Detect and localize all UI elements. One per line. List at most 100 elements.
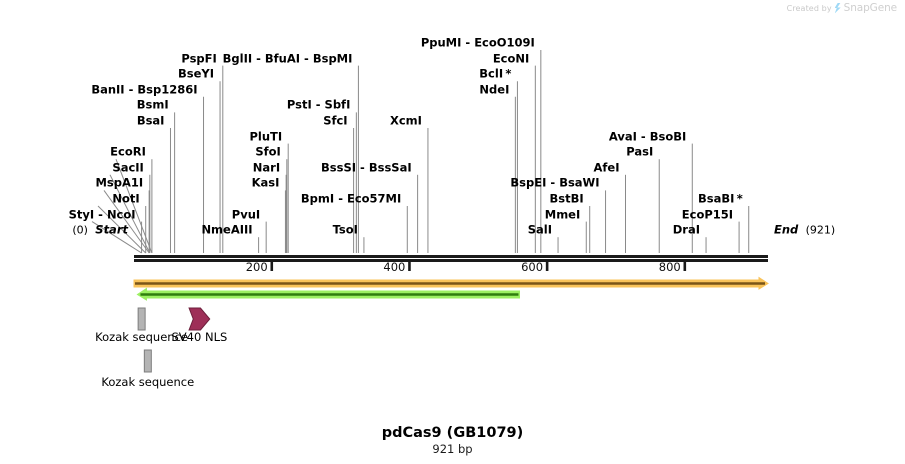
enzyme-label[interactable]: KasI (244, 176, 280, 190)
enzyme-label[interactable]: PstI - SbfI (280, 97, 351, 112)
enzyme-label[interactable]: XcmI (383, 114, 422, 128)
ruler-tick-label: 800 (659, 260, 681, 274)
feature-kozak-upper[interactable] (137, 307, 146, 331)
enzyme-name: PstI (286, 97, 312, 112)
enzyme-label[interactable]: BglII - BfuAI - BspMI (215, 51, 353, 66)
enzyme-label[interactable]: TsoI (325, 223, 358, 237)
end-terminal-label[interactable]: End (921) (774, 222, 835, 237)
enzyme-name-separator: - (334, 191, 347, 206)
enzyme-label[interactable]: BpmI - Eco57MI (294, 191, 402, 206)
feature-orange-track[interactable] (133, 276, 769, 290)
enzyme-name: StyI (68, 207, 95, 222)
snapgene-credit: Created by SnapGene (787, 2, 897, 14)
enzyme-label[interactable]: BseYI (171, 66, 215, 81)
ruler-tick (270, 262, 274, 271)
ruler-tick (683, 262, 687, 271)
enzyme-name: AvaI (608, 129, 637, 144)
feature-green-track[interactable] (136, 287, 520, 301)
feature-box (137, 307, 146, 331)
leader-lines (141, 50, 750, 253)
feature-label-sv40-nls[interactable]: SV40 NLS (171, 330, 228, 344)
enzyme-label[interactable]: BsmI (129, 97, 169, 112)
enzyme-label[interactable]: SacII (105, 161, 143, 174)
enzyme-name: BsmI (136, 97, 169, 112)
ruler: 200 400 600 800 (246, 260, 687, 274)
terminal-name: End (774, 222, 799, 237)
enzyme-label[interactable]: BsaBI * (691, 191, 743, 206)
feature-kozak-lower[interactable] (143, 349, 152, 373)
enzyme-name: NcoI (106, 207, 136, 222)
enzyme-name: BfuAI (264, 51, 301, 66)
start-terminal-label[interactable]: (0) Start (72, 223, 128, 237)
enzyme-label[interactable]: EcoNI (486, 51, 530, 66)
enzyme-label[interactable]: SfoI (248, 144, 281, 159)
enzyme-name-separator: - (636, 129, 650, 144)
enzyme-name: BssSI (321, 160, 357, 175)
enzyme-name: PasI (626, 144, 654, 159)
enzyme-name: BsoBI (649, 129, 687, 144)
enzyme-label[interactable]: NotI (105, 191, 140, 206)
feature-box (143, 349, 152, 373)
enzyme-star-icon: * (734, 191, 743, 206)
enzyme-name: EcoNI (492, 51, 530, 66)
ruler-tick-label: 600 (521, 260, 543, 274)
enzyme-label[interactable]: SfcI (316, 113, 348, 128)
enzyme-name: BpmI (300, 191, 335, 206)
enzyme-label[interactable]: NmeAIII (194, 222, 253, 237)
enzyme-name: EcoRI (110, 144, 146, 159)
enzyme-name: SfoI (255, 144, 281, 159)
enzyme-label[interactable]: EcoRI (103, 144, 146, 159)
enzyme-label[interactable]: NarI (245, 161, 280, 174)
enzyme-label[interactable]: SalI (520, 223, 552, 237)
enzyme-name: SbfI (324, 97, 351, 112)
enzyme-name: Eco57MI (346, 191, 402, 206)
enzyme-label[interactable]: BclI * (472, 66, 512, 81)
enzyme-name: NotI (112, 191, 140, 206)
feature-label-kozak-lower[interactable]: Kozak sequence (101, 375, 195, 389)
enzyme-name: EcoP15I (681, 207, 734, 222)
enzyme-name: EcoO109I (474, 35, 535, 50)
enzyme-label[interactable]: NdeI (472, 83, 509, 96)
feature-sv40-nls[interactable] (188, 307, 211, 331)
leader-line (97, 205, 147, 254)
enzyme-name: Bsp1286I (137, 82, 198, 97)
enzyme-name: BspMI (312, 51, 353, 66)
enzyme-label[interactable]: PspFI (174, 52, 216, 65)
enzyme-label[interactable]: AfeI (586, 160, 620, 175)
ruler-tick-label: 200 (246, 260, 268, 274)
enzyme-label[interactable]: BanII - Bsp1286I (84, 82, 198, 97)
enzyme-label[interactable]: PasI (619, 144, 654, 159)
enzyme-name: PvuI (231, 207, 261, 222)
enzyme-name: BssSaI (368, 160, 412, 175)
enzyme-label[interactable]: PluTI (242, 130, 283, 143)
enzyme-name-separator: - (356, 160, 369, 175)
leader-line (91, 221, 142, 254)
enzyme-label[interactable]: StyI - NcoI (61, 207, 136, 222)
enzyme-label[interactable]: BsaI (130, 114, 165, 128)
enzyme-name-separator: - (311, 97, 325, 112)
enzyme-label[interactable]: BstBI (542, 192, 584, 206)
enzyme-name: SfcI (323, 113, 348, 128)
enzyme-label[interactable]: MmeI (537, 208, 581, 221)
enzyme-label[interactable]: EcoP15I (674, 208, 733, 221)
enzyme-star-icon: * (503, 66, 512, 81)
enzyme-name: NmeAIII (201, 222, 253, 237)
enzyme-label[interactable]: PpuMI - EcoO109I (414, 35, 535, 50)
feature-label-kozak-upper[interactable]: Kozak sequence (95, 330, 188, 344)
enzyme-name: NarI (252, 160, 281, 175)
snapgene-brand-text: SnapGene (843, 2, 897, 14)
enzyme-label[interactable]: MspA1I (88, 176, 143, 190)
enzyme-name: BsaBI (697, 191, 735, 206)
enzyme-name: BseYI (178, 66, 215, 81)
enzyme-name: AfeI (593, 160, 620, 175)
enzyme-name-separator: - (252, 51, 265, 66)
enzyme-label[interactable]: BspEI - BsaWI (503, 176, 599, 190)
enzyme-label[interactable]: AvaI - BsoBI (602, 129, 687, 144)
feature-tracks (133, 276, 769, 373)
enzyme-name: BclI (479, 66, 504, 81)
enzyme-label[interactable]: DraI (665, 223, 700, 237)
enzyme-label[interactable]: PvuI (224, 208, 260, 221)
enzyme-label[interactable]: BssSI - BssSaI (314, 161, 412, 174)
